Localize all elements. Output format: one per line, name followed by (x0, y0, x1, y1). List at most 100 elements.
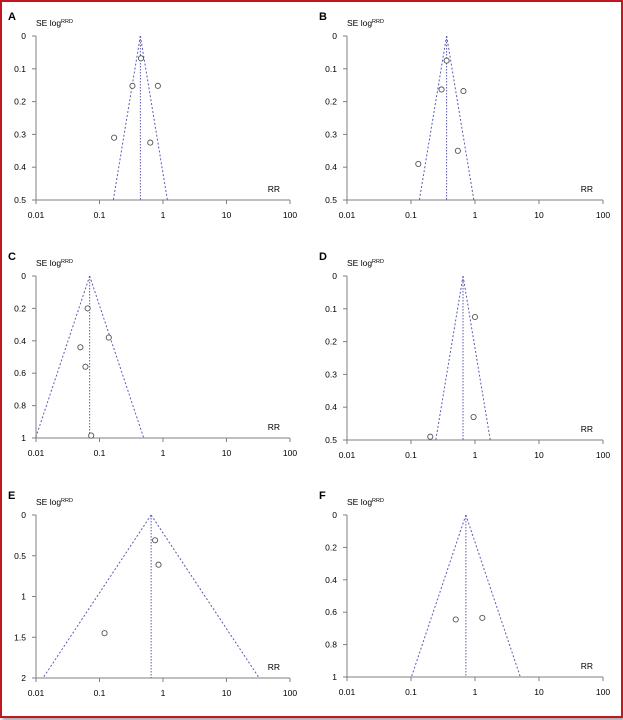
panel-e: E SE logRRD 0 0.5 1 1.5 20.01 0.1 1 10 100 RR (8, 490, 297, 698)
y-tick-label: 2 (21, 673, 26, 683)
y-tick-label: 0.8 (325, 640, 337, 650)
study-point (77, 344, 84, 351)
x-tick-label: 0.1 (405, 210, 417, 220)
y-tick-label: 0.5 (325, 195, 337, 205)
y-tick-label: 0.4 (14, 162, 26, 172)
x-tick-label: 1 (161, 448, 166, 458)
study-point (470, 413, 477, 421)
y-tick-label: 0 (21, 510, 26, 520)
y-tick-label: 0.6 (325, 607, 337, 617)
study-point (152, 537, 159, 544)
y-tick-label: 0 (21, 31, 26, 41)
y-axis-label: SE logRRD (36, 18, 73, 28)
y-axis-label: SE logRRD (36, 258, 73, 268)
y-axis-label-superscript: RRD (61, 259, 73, 265)
y-axis-label: SE logRRD (347, 258, 384, 268)
x-tick-label: 0.01 (339, 687, 356, 697)
y-tick-label: 1 (21, 433, 26, 443)
x-tick-label: 1 (161, 210, 166, 220)
x-tick-label: 100 (596, 450, 610, 460)
study-point (101, 630, 108, 637)
y-tick-label: 0.8 (14, 401, 26, 411)
y-axis-label-superscript: RRD (61, 19, 73, 25)
y-tick-label: 0.1 (325, 64, 337, 74)
funnel-right-limit (465, 514, 521, 678)
study-point (155, 561, 162, 568)
y-tick-label: 0.3 (14, 129, 26, 139)
panel-label: A (8, 11, 16, 23)
x-tick-label: 0.1 (405, 450, 417, 460)
funnel-left-limit (112, 35, 141, 201)
y-tick-label: 0.3 (325, 369, 337, 379)
y-axis-label: SE logRRD (347, 18, 384, 28)
x-tick-label: 10 (534, 687, 544, 697)
x-tick-label: 0.1 (94, 448, 106, 458)
study-point (147, 139, 154, 146)
study-point (111, 134, 118, 141)
study-point (452, 616, 459, 623)
panel-label: D (319, 251, 327, 263)
x-tick-label: 10 (222, 448, 232, 458)
y-tick-label: 0.2 (14, 97, 26, 107)
x-tick-label: 0.1 (94, 210, 106, 220)
panel-d: D SE logRRD 0 0.1 0.2 0.3 0.4 0.50.01 0.1 1 10 100 R… (319, 251, 610, 460)
y-tick-label: 1.5 (14, 632, 26, 642)
study-point (88, 432, 95, 439)
funnel-right-limit (446, 35, 475, 201)
x-tick-label: 0.1 (405, 687, 417, 697)
y-tick-label: 0 (21, 271, 26, 281)
x-tick-label: 10 (534, 210, 544, 220)
study-point (129, 82, 136, 89)
x-tick-label: 1 (473, 210, 478, 220)
y-tick-label: 0.1 (325, 304, 337, 314)
y-tick-label: 1 (332, 672, 337, 682)
y-axis-label: SE logRRD (347, 497, 384, 507)
x-tick-label: 0.01 (28, 448, 45, 458)
funnel-left-limit (42, 514, 152, 679)
study-point (443, 57, 450, 64)
panel-label: F (319, 490, 326, 502)
funnel-left-limit (418, 35, 448, 201)
x-tick-label: 10 (222, 210, 232, 220)
x-tick-label: 0.01 (28, 688, 45, 698)
y-tick-label: 0.1 (14, 64, 26, 74)
y-axis-label-superscript: RRD (372, 498, 384, 504)
x-axis-label: RR (581, 184, 593, 194)
study-point (438, 86, 445, 93)
x-tick-label: 1 (473, 450, 478, 460)
x-axis-label: RR (581, 661, 593, 671)
funnel-left-limit (35, 275, 91, 439)
x-tick-label: 100 (596, 210, 610, 220)
x-tick-label: 0.01 (339, 450, 356, 460)
panel-label: E (8, 490, 15, 502)
x-axis-label: RR (581, 424, 593, 434)
study-point (460, 88, 467, 95)
funnel-right-limit (139, 35, 168, 201)
funnel-left-limit (410, 514, 467, 678)
y-tick-label: 0.2 (325, 97, 337, 107)
panel-a: A SE logRRD 0 0.1 0.2 0.3 0.4 0.50.01 0.1 1 10 100 R… (8, 11, 297, 220)
panel-b: B SE logRRD 0 0.1 0.2 0.3 0.4 0.50.01 0.1 1 10 100 R… (319, 11, 610, 220)
x-tick-label: 100 (596, 687, 610, 697)
study-point (105, 334, 112, 341)
x-tick-label: 100 (283, 688, 297, 698)
y-tick-label: 0.2 (325, 542, 337, 552)
x-axis-label: RR (268, 422, 280, 432)
x-tick-label: 0.01 (28, 210, 45, 220)
y-tick-label: 0.6 (14, 368, 26, 378)
y-tick-label: 0.4 (325, 402, 337, 412)
x-tick-label: 1 (161, 688, 166, 698)
x-axis-label: RR (268, 662, 280, 672)
y-tick-label: 0.4 (14, 336, 26, 346)
y-tick-label: 0 (332, 271, 337, 281)
y-tick-label: 0 (332, 31, 337, 41)
panel-label: C (8, 251, 16, 263)
y-tick-label: 0.2 (14, 303, 26, 313)
study-point (471, 313, 479, 321)
y-tick-label: 0.5 (325, 435, 337, 445)
funnel-right-limit (462, 275, 491, 441)
